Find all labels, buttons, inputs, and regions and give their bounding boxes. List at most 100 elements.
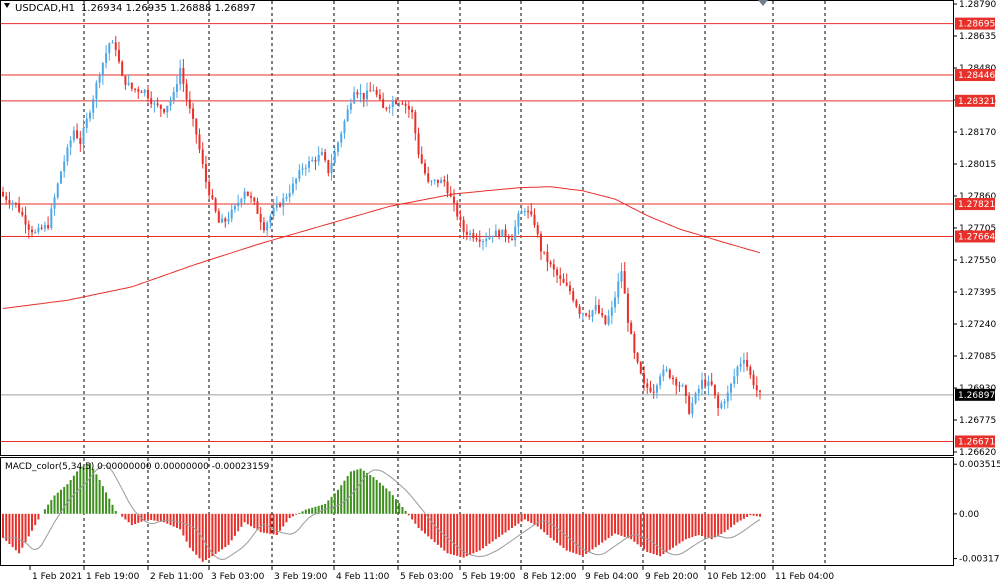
candle-body — [230, 209, 233, 219]
y-tick-label: 1.27705 — [959, 224, 996, 234]
candle-body — [21, 211, 24, 216]
price-tag-label: 1.28321 — [958, 97, 995, 107]
x-tick-label: 11 Feb 04:00 — [775, 572, 834, 582]
candle-body — [462, 219, 465, 232]
candle-body — [614, 297, 617, 308]
moving-average-line — [2, 186, 761, 309]
candle-body — [214, 198, 217, 212]
candle-body — [240, 198, 243, 203]
candle-body — [585, 313, 588, 316]
candle-body — [153, 103, 156, 105]
candle-body — [433, 179, 436, 181]
candle-body — [575, 300, 578, 307]
candle-body — [63, 161, 66, 172]
candle-body — [291, 183, 294, 193]
candle-body — [710, 381, 713, 385]
candle-body — [633, 333, 636, 353]
x-tick-label: 1 Feb 19:00 — [86, 572, 140, 582]
candle-body — [527, 211, 530, 213]
candle-body — [269, 216, 272, 223]
candle-body — [662, 369, 665, 377]
candle-body — [568, 285, 571, 292]
candle-body — [652, 391, 655, 393]
candle-body — [478, 239, 481, 242]
candle-body — [626, 293, 629, 323]
candle-body — [723, 401, 726, 404]
x-tick-label: 9 Feb 20:00 — [645, 572, 699, 582]
candle-body — [549, 262, 552, 265]
candle-body — [53, 197, 56, 209]
candle-body — [11, 202, 14, 204]
candle-body — [72, 130, 75, 141]
candle-body — [472, 233, 475, 239]
candle-body — [707, 381, 710, 387]
candle-body — [30, 229, 33, 233]
candle-body — [79, 138, 82, 144]
candle-body — [520, 211, 523, 214]
candle-body — [156, 103, 159, 105]
price-panel — [0, 0, 954, 456]
candle-body — [430, 180, 433, 182]
price-tag-box — [955, 198, 995, 211]
y-tick-label: 1.28170 — [959, 128, 996, 138]
candle-body — [262, 222, 265, 231]
candle-body — [201, 149, 204, 164]
price-tag-box — [955, 388, 995, 401]
candle-body — [630, 322, 633, 334]
candle-body — [217, 211, 220, 223]
candle-body — [407, 105, 410, 110]
candle-body — [27, 224, 30, 230]
price-tag-box — [955, 94, 995, 107]
candle-body — [114, 42, 117, 50]
candle-body — [5, 196, 8, 200]
candle-body — [565, 282, 568, 286]
candle-body — [591, 310, 594, 317]
candle-body — [523, 211, 526, 213]
scroll-marker-icon[interactable] — [758, 0, 768, 6]
candle-body — [47, 224, 50, 228]
candle-body — [349, 103, 352, 110]
candle-body — [694, 393, 697, 403]
candle-body — [556, 269, 559, 276]
candle-body — [24, 215, 27, 225]
candle-body — [314, 160, 317, 162]
candle-body — [752, 374, 755, 386]
time-axis: 1 Feb 2021 1 Feb 19:00 2 Feb 11:00 3 Feb 03… — [29, 566, 834, 582]
candle-body — [182, 68, 185, 84]
y-tick-label: 1.27240 — [959, 320, 996, 330]
candle-body — [398, 103, 401, 105]
candle-body — [759, 390, 761, 392]
candle-body — [253, 197, 256, 202]
x-tick-label: 5 Feb 19:00 — [462, 572, 516, 582]
candle-body — [481, 241, 484, 243]
candle-body — [739, 363, 742, 367]
x-tick-label: 9 Feb 04:00 — [585, 572, 639, 582]
candle-body — [372, 90, 375, 92]
x-tick-label: 5 Feb 03:00 — [400, 572, 454, 582]
candle-body — [243, 191, 246, 199]
macd-y-tick-label: 0.00 — [959, 510, 979, 520]
y-tick-label: 1.27085 — [959, 352, 996, 362]
price-tag-box — [955, 69, 995, 82]
candle-body — [678, 385, 681, 387]
candle-body — [92, 98, 95, 113]
candle-body — [353, 92, 356, 104]
candle-body — [285, 196, 288, 199]
candle-body — [378, 94, 381, 100]
candle-body — [501, 229, 504, 237]
dropdown-triangle-icon[interactable] — [4, 3, 10, 8]
candle-body — [369, 90, 372, 92]
candle-body — [713, 384, 716, 396]
candle-body — [40, 227, 43, 229]
candle-body — [639, 362, 642, 374]
candle-body — [266, 222, 269, 231]
candle-body — [330, 163, 333, 174]
candle-body — [359, 92, 362, 95]
candle-body — [675, 379, 678, 386]
candle-body — [140, 91, 143, 93]
candle-body — [82, 127, 85, 144]
candle-body — [259, 213, 262, 223]
candle-body — [742, 359, 745, 364]
candle-body — [34, 231, 37, 233]
candle-body — [275, 203, 278, 208]
